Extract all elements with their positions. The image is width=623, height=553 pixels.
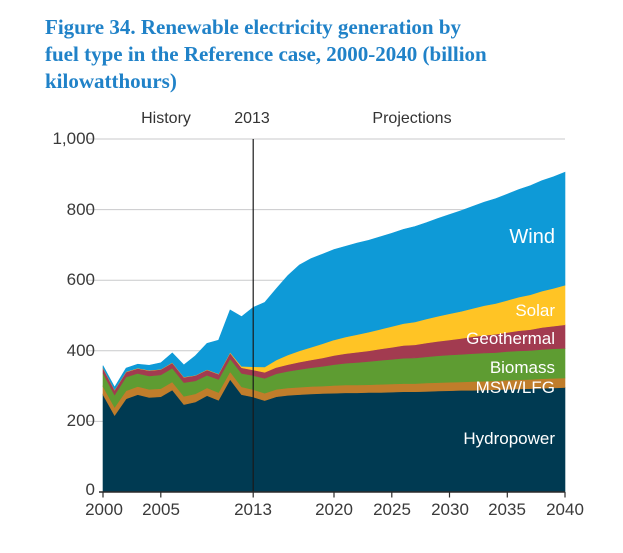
figure-title: Figure 34. Renewable electricity generat… [45,14,590,95]
x-tick-2040: 2040 [546,500,584,519]
x-tick-2005: 2005 [142,500,180,519]
y-tick-800: 800 [66,200,95,219]
y-tick-200: 200 [66,411,95,430]
x-tick-2025: 2025 [373,500,411,519]
x-tick-2030: 2030 [431,500,469,519]
projections-label: Projections [372,110,452,127]
area-label-geothermal: Geothermal [466,329,555,348]
area-label-biomass: Biomass [489,358,555,377]
area-label-wind: Wind [509,226,555,248]
x-tick-2020: 2020 [315,500,353,519]
x-tick-2000: 2000 [85,500,123,519]
area-label-hydropower: Hydropower [463,429,555,448]
figure-title-line-2: fuel type in the Reference case, 2000-20… [45,42,487,66]
x-tick-2035: 2035 [488,500,526,519]
history-label: History [141,110,191,127]
area-label-solar: Solar [515,301,555,320]
area-wind [102,171,566,391]
figure-title-line-1: Figure 34. Renewable electricity generat… [45,15,462,39]
y-tick-1000: 1,000 [52,129,95,148]
y-tick-600: 600 [66,270,95,289]
x-tick-2013: 2013 [234,500,272,519]
y-tick-400: 400 [66,341,95,360]
divider-year-label: 2013 [234,110,270,127]
area-label-msw-lfg: MSW/LFG [475,378,555,397]
figure-title-line-3: kilowatthours) [45,69,177,93]
y-tick-0: 0 [85,480,95,499]
